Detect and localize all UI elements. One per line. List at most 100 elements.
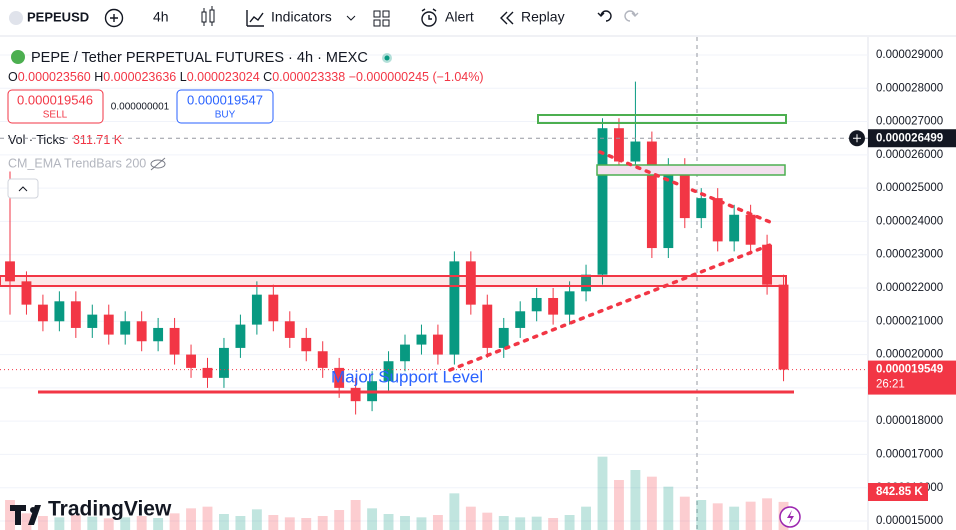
candle-body: [153, 327, 164, 342]
buy-label[interactable]: BUY: [215, 110, 236, 121]
dropdown[interactable]: [346, 15, 356, 21]
candle-body: [498, 327, 509, 348]
volume-bar: [482, 512, 493, 530]
volume-bar: [301, 518, 312, 530]
candle-body: [531, 297, 542, 312]
sell-button[interactable]: 0.000019546 SELL: [7, 89, 104, 124]
volume-bar: [729, 506, 740, 530]
volume-bar: [498, 516, 509, 530]
candle-body: [284, 321, 295, 338]
symbol-icon: [9, 11, 23, 25]
last-price-label: 0.000019549: [876, 364, 943, 376]
redo[interactable]: [624, 10, 639, 22]
trendline: [598, 150, 772, 224]
interval[interactable]: 4h: [153, 9, 169, 25]
y-tick-label: 0.000018000: [876, 415, 943, 427]
candle-body: [696, 198, 707, 219]
add-symbol[interactable]: [104, 8, 124, 28]
volume-bar: [235, 516, 246, 530]
volume-bar: [696, 500, 707, 530]
candle-body: [317, 351, 328, 368]
y-tick-label: 0.000029000: [876, 49, 943, 61]
layouts[interactable]: [373, 10, 390, 27]
candle-body: [334, 367, 345, 388]
volume-bar: [284, 517, 295, 530]
volume-bar: [350, 500, 361, 530]
crosshair-label: 0.000026499: [876, 132, 943, 144]
alert[interactable]: Alert: [445, 9, 474, 25]
alert-icon[interactable]: [421, 8, 437, 27]
volume-bar: [745, 501, 756, 530]
candle-body: [416, 334, 427, 345]
volume-bar: [87, 516, 98, 530]
candle-body: [37, 304, 48, 322]
spread: 0.000000001: [111, 102, 170, 113]
candle-body: [630, 141, 641, 162]
y-tick-label: 0.000015000: [876, 515, 943, 527]
candle-body: [729, 214, 740, 242]
y-tick-label: 0.000020000: [876, 349, 943, 361]
candle-body: [762, 244, 773, 285]
flash[interactable]: [779, 506, 801, 528]
volume-bar: [515, 517, 526, 530]
volume-bar: [614, 480, 624, 530]
volume-bar: [334, 510, 345, 530]
buy-button[interactable]: 0.000019547 BUY: [176, 89, 274, 124]
candle-body: [383, 361, 394, 382]
status: [384, 55, 390, 61]
volume-bar: [120, 517, 131, 530]
indicator-legend: CM_EMA TrendBars 200: [8, 156, 146, 170]
candle-body: [515, 311, 526, 328]
candle-body: [301, 337, 312, 352]
y-tick-label: 0.000022000: [876, 282, 943, 294]
chart-type[interactable]: [201, 6, 215, 26]
sell-price[interactable]: 0.000019546: [17, 92, 93, 107]
indicators[interactable]: Indicators: [271, 9, 332, 25]
replay[interactable]: Replay: [521, 9, 565, 25]
collapse[interactable]: [7, 178, 39, 199]
volume-bar: [103, 518, 114, 530]
replay-icon[interactable]: [500, 11, 514, 25]
volume-legend: Vol · Ticks 311.71 K: [8, 133, 123, 147]
volume-bar: [548, 518, 559, 530]
ohlc: O0.000023560 H0.000023636 L0.000023024 C…: [8, 70, 484, 84]
countdown: 26:21: [876, 379, 905, 391]
hide-icon[interactable]: [150, 157, 166, 171]
candle-body: [400, 344, 410, 362]
candle-body: [482, 304, 493, 348]
candle-body: [103, 314, 114, 335]
symbol[interactable]: PEPEUSD: [27, 9, 89, 24]
y-tick-label: 0.000027000: [876, 116, 943, 128]
sell-label[interactable]: SELL: [43, 110, 68, 121]
resistance-box: [537, 114, 787, 124]
add-alert-plus: [853, 134, 861, 143]
undo[interactable]: [597, 10, 612, 22]
candle-body: [169, 327, 180, 355]
indicators-icon[interactable]: [246, 10, 264, 27]
resistance-box: [596, 164, 786, 176]
volume-bar: [663, 486, 674, 530]
last-price-box: [868, 360, 956, 395]
volume-bar: [465, 506, 476, 530]
volume-badge: [868, 483, 928, 501]
volume-bar: [564, 515, 575, 530]
volume-bar: [630, 470, 641, 530]
volume-bar: [5, 500, 15, 530]
toolbar: [0, 0, 956, 36]
candle-body: [778, 284, 789, 370]
volume-bar: [646, 476, 657, 530]
brand-name: TradingView: [48, 498, 172, 521]
candle-body: [350, 387, 361, 402]
candle-body: [548, 297, 559, 315]
resistance-zone: [0, 275, 787, 287]
volume-bar: [383, 514, 394, 530]
volume-bar: [449, 493, 460, 530]
volume-bar: [581, 506, 591, 530]
candle-body: [54, 301, 65, 322]
candle-body: [465, 261, 476, 305]
buy-price[interactable]: 0.000019547: [187, 92, 263, 107]
candle-body: [712, 198, 723, 242]
volume-bar: [712, 503, 723, 530]
